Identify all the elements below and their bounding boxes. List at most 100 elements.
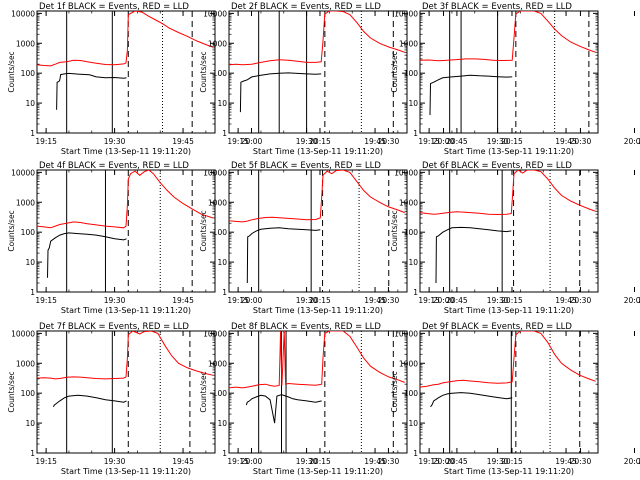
series-group [420,331,596,408]
x-tick-label: 19:30 [104,296,126,305]
events-series-line [435,226,512,284]
y-tick-label: 1000 [16,198,35,207]
panel-1: Det 1f BLACK = Events, RED = LLD 1 10 100 10… [7,2,468,156]
series-group [229,331,405,424]
y-tick-label: 10 [408,258,418,267]
events-series-line [239,72,322,113]
x-tick-label: 20:15 [501,137,523,146]
x-tick-label: 20:45 [638,296,640,305]
x-tick-label: 20:30 [378,457,400,466]
y-tick-label: 10000 [11,329,35,338]
panel-title: Det 8f BLACK = Events, RED = LLD [231,322,381,332]
x-tick-label: 19:45 [555,457,577,466]
lld-series-line [420,170,596,216]
y-tick-label: 1 [222,449,227,458]
panel-title: Det 6f BLACK = Events, RED = LLD [422,161,572,171]
plot-frame [228,169,408,293]
y-tick-label: 10000 [394,9,418,18]
y-tick-label: 100 [213,228,228,237]
y-tick-label: 1000 [16,359,35,368]
x-tick-label: 19:30 [487,137,509,146]
y-tick-label: 100 [21,389,36,398]
lld-series-line [229,11,405,66]
x-axis-label: Start Time (13-Sep-11 19:11:20) [444,306,574,315]
panel-6: Det 6f BLACK = Events, RED = LLD 1 10 100 10… [390,161,640,315]
y-tick-label: 1 [30,288,35,297]
x-tick-label: 20:00 [241,137,263,146]
y-tick-label: 1 [222,129,227,138]
y-tick-label: 1 [30,449,35,458]
x-axis-label: Start Time (13-Sep-11 19:11:20) [444,467,574,476]
x-tick-label: 19:15 [227,296,249,305]
y-axis-label: Counts/sec [390,210,399,251]
x-tick-label: 19:30 [104,137,126,146]
x-tick-label: 20:30 [378,137,400,146]
x-tick-label: 19:15 [418,457,440,466]
x-tick-label: 20:45 [446,296,468,305]
y-tick-label: 10 [217,99,227,108]
x-axis-label: Start Time (13-Sep-11 19:11:20) [61,306,191,315]
x-tick-label: 19:15 [418,296,440,305]
lld-series-line [37,170,213,229]
y-axis-label: Counts/sec [199,210,208,251]
panel-title: Det 3f BLACK = Events, RED = LLD [422,2,572,12]
panel-title: Det 2f BLACK = Events, RED = LLD [231,2,381,12]
plot-frame [419,330,599,454]
x-tick-label: 20:00 [624,296,640,305]
y-tick-label: 10000 [203,9,227,18]
x-tick-label: 19:15 [227,137,249,146]
x-tick-label: 20:00 [433,296,455,305]
x-tick-label: 20:30 [570,137,592,146]
y-tick-label: 10 [217,258,227,267]
y-axis-label: Counts/sec [7,371,16,412]
y-tick-label: 1000 [399,39,418,48]
y-tick-label: 10000 [11,168,35,177]
x-tick-label: 19:45 [555,296,577,305]
y-tick-label: 10 [25,258,35,267]
x-tick-label: 19:45 [364,296,386,305]
panel-8: Det 8f BLACK = Events, RED = LLD 1 10 100 10… [199,322,640,476]
x-tick-label: 19:30 [296,137,318,146]
marker-lines [449,11,590,133]
series-group [420,11,596,116]
panel-2: Det 2f BLACK = Events, RED = LLD 1 10 100 10… [199,2,640,156]
y-tick-label: 100 [404,69,419,78]
x-axis-label: Start Time (13-Sep-11 19:11:20) [61,147,191,156]
x-tick-label: 20:00 [241,457,263,466]
panel-3: Det 3f BLACK = Events, RED = LLD 1 10 100 10… [390,2,640,156]
y-tick-label: 1000 [208,359,227,368]
marker-lines [258,11,394,133]
series-group [229,170,405,284]
y-axis-label: Counts/sec [7,210,16,251]
series-group [37,331,213,408]
y-tick-label: 1000 [16,39,35,48]
panel-5: Det 5f BLACK = Events, RED = LLD 1 10 100 10… [199,161,640,315]
lld-series-line [37,331,213,380]
x-tick-label: 19:15 [227,457,249,466]
x-axis-label: Start Time (13-Sep-11 19:11:20) [253,306,383,315]
x-tick-label: 19:30 [296,296,318,305]
y-tick-label: 10 [25,99,35,108]
x-tick-label: 19:45 [555,137,577,146]
panel-title: Det 4f BLACK = Events, RED = LLD [39,161,189,171]
x-axis-label: Start Time (13-Sep-11 19:11:20) [253,467,383,476]
y-tick-label: 100 [21,69,36,78]
panel-7: Det 7f BLACK = Events, RED = LLD 1 10 100 10… [7,322,468,476]
y-tick-label: 1 [30,129,35,138]
x-tick-label: 19:30 [487,457,509,466]
y-tick-label: 1 [413,129,418,138]
y-tick-label: 1 [222,288,227,297]
x-tick-label: 19:30 [104,457,126,466]
marker-lines [66,331,191,453]
events-series-line [429,74,513,116]
lld-series-line [420,331,596,388]
y-tick-label: 10000 [394,329,418,338]
y-tick-label: 10 [408,419,418,428]
y-tick-label: 1000 [208,198,227,207]
x-tick-label: 20:30 [378,296,400,305]
panel-4: Det 4f BLACK = Events, RED = LLD 1 10 100 10… [7,161,468,315]
y-tick-label: 1 [413,449,418,458]
y-tick-label: 10 [25,419,35,428]
panel-title: Det 9f BLACK = Events, RED = LLD [422,322,572,332]
